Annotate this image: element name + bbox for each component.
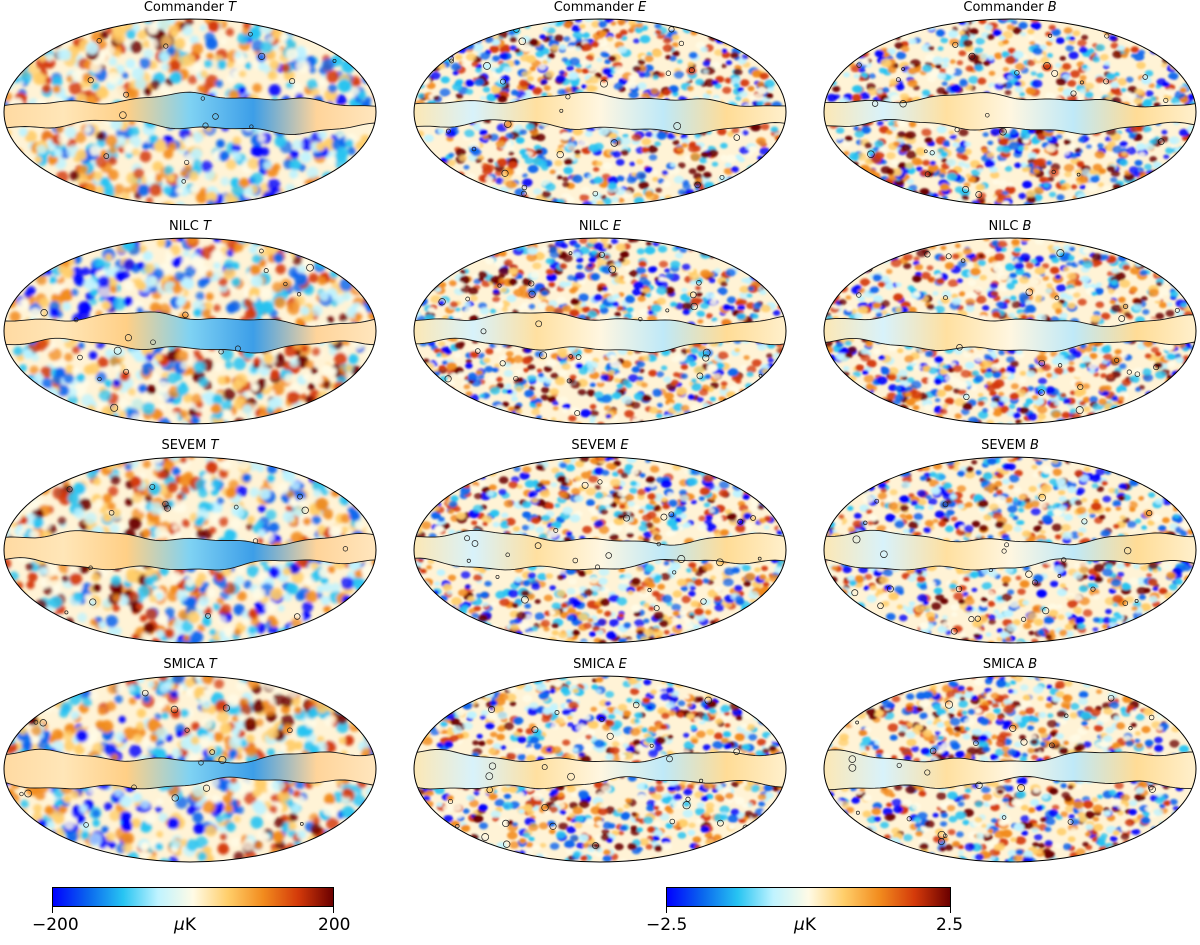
colorbar-max-label: 2.5 (936, 915, 964, 935)
map-panel-nilc-t: NILC T (0, 219, 380, 439)
mollweide-sky-map (413, 456, 787, 644)
map-title: SEVEM T (161, 438, 219, 453)
map-title: Commander E (553, 0, 647, 15)
map-title: Commander T (143, 0, 237, 15)
colorbar-unit-label: μK (794, 915, 816, 935)
map-panel-nilc-e: NILC E (410, 219, 790, 439)
map-title: SEVEM E (571, 438, 629, 453)
mollweide-sky-map (3, 237, 377, 425)
map-panel-smica-e: SMICA E (410, 657, 790, 877)
map-panel-sevem-e: SEVEM E (410, 438, 790, 658)
mollweide-sky-map (823, 456, 1197, 644)
colorbar-max-label: 200 (318, 915, 351, 935)
map-title: NILC E (578, 219, 622, 234)
mollweide-sky-map (413, 18, 787, 206)
map-title: NILC B (988, 219, 1032, 234)
mollweide-sky-map (413, 675, 787, 863)
mollweide-sky-map (823, 237, 1197, 425)
colorbar-tick (52, 907, 53, 913)
colorbar-min-label: −200 (32, 915, 79, 935)
mollweide-sky-map (823, 675, 1197, 863)
colorbar-min-label: −2.5 (646, 915, 688, 935)
map-panel-sevem-b: SEVEM B (820, 438, 1200, 658)
map-title: SMICA T (163, 657, 217, 672)
map-panel-nilc-b: NILC B (820, 219, 1200, 439)
mollweide-sky-map (3, 675, 377, 863)
polarization-colorbar-gradient (666, 887, 951, 907)
mollweide-sky-map (3, 18, 377, 206)
map-title: NILC T (169, 219, 211, 234)
map-title: SMICA B (982, 657, 1038, 672)
colorbar-tick (666, 907, 667, 913)
mollweide-sky-map (823, 18, 1197, 206)
map-title: SMICA E (573, 657, 627, 672)
polarization-colorbar: −2.5 μK 2.5 (646, 887, 976, 945)
map-title: SEVEM B (981, 438, 1039, 453)
colorbar-unit-label: μK (174, 915, 196, 935)
colorbar-tick (950, 907, 951, 913)
map-panel-commander-b: Commander B (820, 0, 1200, 220)
map-panel-sevem-t: SEVEM T (0, 438, 380, 658)
map-panel-commander-e: Commander E (410, 0, 790, 220)
mollweide-sky-map (413, 237, 787, 425)
map-panel-smica-t: SMICA T (0, 657, 380, 877)
map-panel-smica-b: SMICA B (820, 657, 1200, 877)
colorbar-tick (333, 907, 334, 913)
temperature-colorbar: −200 μK 200 (32, 887, 352, 945)
temperature-colorbar-gradient (52, 887, 334, 907)
map-panel-commander-t: Commander T (0, 0, 380, 220)
mollweide-sky-map (3, 456, 377, 644)
map-title: Commander B (963, 0, 1057, 15)
